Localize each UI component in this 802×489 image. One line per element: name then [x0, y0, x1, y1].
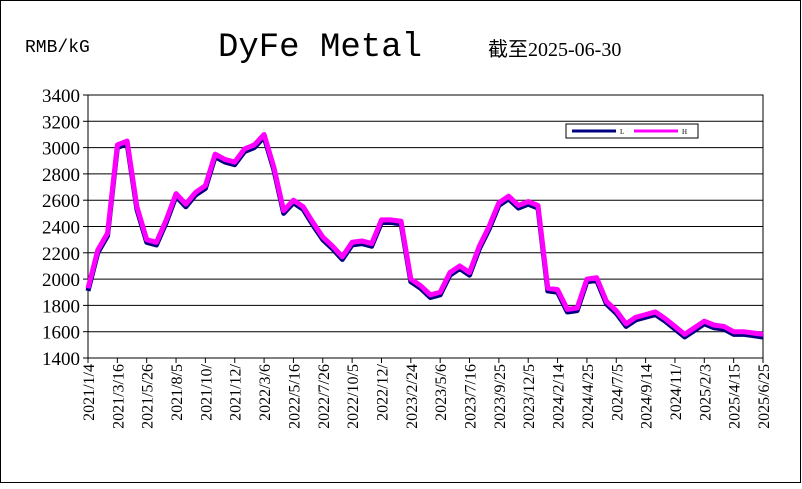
x-tick-label: 2024/7/5: [609, 364, 626, 421]
x-tick-label: 2024/2/14: [551, 364, 568, 429]
x-tick-label: 2025/2/3: [697, 364, 714, 421]
x-tick-label: 2024/11/: [668, 363, 685, 420]
chart-title: DyFe Metal: [218, 29, 422, 67]
x-tick-label: 2022/10/5: [345, 364, 362, 429]
y-tick-label: 1400: [42, 349, 80, 370]
y-tick-label: 2200: [42, 244, 80, 265]
y-tick-label: 2800: [42, 165, 80, 186]
x-tick-label: 2025/6/25: [756, 364, 773, 429]
legend-label: L: [620, 128, 624, 136]
y-tick-label: 3400: [42, 86, 80, 107]
y-tick-label: 3000: [42, 139, 80, 160]
x-tick-label: 2023/2/24: [404, 364, 421, 429]
x-tick-label: 2023/5/6: [433, 364, 450, 421]
x-tick-label: 2022/5/16: [286, 364, 303, 429]
x-tick-label: 2021/12/: [228, 363, 245, 420]
y-tick-label: 1600: [42, 323, 80, 344]
x-tick-label: 2021/1/4: [81, 364, 98, 421]
y-tick-label: 2400: [42, 218, 80, 239]
x-tick-label: 2021/5/26: [140, 364, 157, 429]
y-axis-label: RMB/kG: [25, 38, 90, 58]
x-tick-label: 2024/9/14: [639, 364, 656, 429]
x-tick-label: 2025/4/15: [727, 364, 744, 429]
legend-label: H: [682, 128, 687, 136]
chart-subtitle: 截至2025-06-30: [488, 38, 621, 61]
x-tick-label: 2023/12/5: [521, 364, 538, 429]
legend-box: [565, 123, 699, 139]
x-tick-label: 2023/9/25: [492, 364, 509, 429]
y-tick-label: 3200: [42, 112, 80, 133]
x-tick-label: 2024/4/25: [580, 364, 597, 429]
x-tick-label: 2022/12/: [374, 363, 391, 420]
y-tick-label: 2600: [42, 191, 80, 212]
x-tick-label: 2021/3/16: [110, 364, 127, 429]
y-tick-label: 1800: [42, 296, 80, 317]
x-tick-label: 2022/7/26: [316, 364, 333, 429]
x-tick-label: 2021/10/: [198, 363, 215, 420]
x-tick-label: 2021/8/5: [169, 364, 186, 421]
y-tick-label: 2000: [42, 270, 80, 291]
x-tick-label: 2022/3/6: [257, 364, 274, 421]
x-tick-label: 2023/7/16: [463, 364, 480, 429]
series-line: [85, 131, 764, 337]
